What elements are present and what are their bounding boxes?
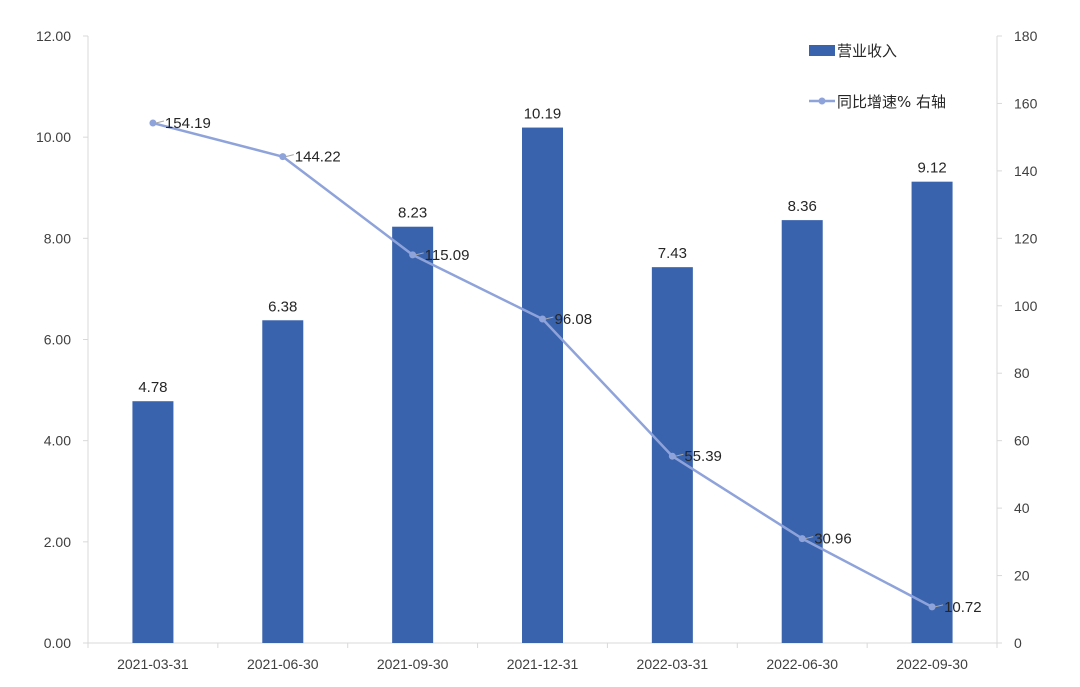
growth-label-leader [545,316,554,320]
revenue-bar [911,181,953,643]
revenue-bar [132,401,174,643]
legend: 营业收入 同比增速% 右轴 [809,42,946,111]
revenue-bar-label: 10.19 [524,106,562,123]
legend-swatch-growth-marker [818,97,826,105]
growth-point [668,452,676,460]
axes-layer: 0.00 2.00 4.00 6.00 8.00 10.00 12.00 0 20 40 60 80 1… [36,28,1038,672]
revenue-bar [392,226,434,644]
revenue-bar [781,220,823,643]
growth-point-label: 30.96 [814,531,852,548]
right-axis-tick-label: 100 [1014,298,1038,314]
left-axis-tick-label: 0.00 [44,635,71,651]
revenue-bar-label: 9.12 [917,160,946,177]
revenue-bar [522,127,563,643]
left-axis-tick-label: 8.00 [44,230,71,246]
growth-point [798,535,806,543]
left-axis-tick-label: 6.00 [44,332,71,348]
right-axis-tick-label: 160 [1014,95,1038,111]
bars-layer [132,127,953,644]
x-axis-tick-label: 2021-09-30 [377,656,449,672]
right-axis-tick-label: 60 [1014,433,1030,449]
x-axis-tick-label: 2022-06-30 [766,656,838,672]
revenue-bar-label: 4.78 [138,379,167,396]
growth-point-label: 115.09 [425,247,470,264]
x-axis-tick-label: 2022-03-31 [637,656,709,672]
x-axis-tick-label: 2022-09-30 [896,656,968,672]
growth-point [409,251,417,259]
legend-label-growth: 同比增速% 右轴 [837,93,946,111]
growth-label-leader [805,536,814,540]
growth-point-label: 96.08 [555,311,593,328]
revenue-bar-label: 8.23 [398,205,427,222]
left-axis-tick-label: 2.00 [44,534,71,550]
growth-point [539,315,546,323]
legend-label-revenue: 营业收入 [837,42,897,60]
right-axis-tick-label: 140 [1014,163,1038,179]
growth-point-label: 154.19 [165,115,211,132]
right-axis-tick-label: 40 [1014,500,1030,516]
growth-point [149,119,157,127]
right-axis-tick-label: 120 [1014,230,1038,246]
revenue-bar-label: 8.36 [788,198,817,215]
growth-point-label: 55.39 [684,448,722,465]
right-axis-tick-label: 80 [1014,365,1030,381]
left-axis-tick-label: 12.00 [36,28,71,44]
growth-label-leader [675,453,684,457]
right-axis-tick-label: 0 [1014,635,1022,651]
x-axis-tick-label: 2021-12-31 [507,656,579,672]
growth-point-label: 144.22 [295,149,341,166]
growth-point [279,153,287,161]
x-axis-tick-label: 2021-06-30 [247,656,319,672]
x-axis-tick-label: 2021-03-31 [117,656,189,672]
revenue-bar-label: 6.38 [268,298,297,315]
growth-point [928,603,936,611]
left-axis-tick-label: 4.00 [44,433,71,449]
line-layer [149,119,936,611]
revenue-bar [262,320,304,643]
right-axis-tick-label: 20 [1014,568,1030,584]
right-axis-tick-label: 180 [1014,28,1038,44]
legend-swatch-revenue [809,45,835,56]
labels-layer: 4.78 6.38 8.23 10.19 7.43 8.36 9.12 154.19 144.2… [138,106,981,616]
left-axis-tick-label: 10.00 [36,129,71,145]
growth-label-leader [155,120,165,124]
growth-label-leader [285,154,294,158]
growth-label-leader [934,604,944,608]
revenue-bar-label: 7.43 [658,245,687,262]
growth-label-leader [415,252,424,256]
growth-point-label: 10.72 [944,599,982,616]
